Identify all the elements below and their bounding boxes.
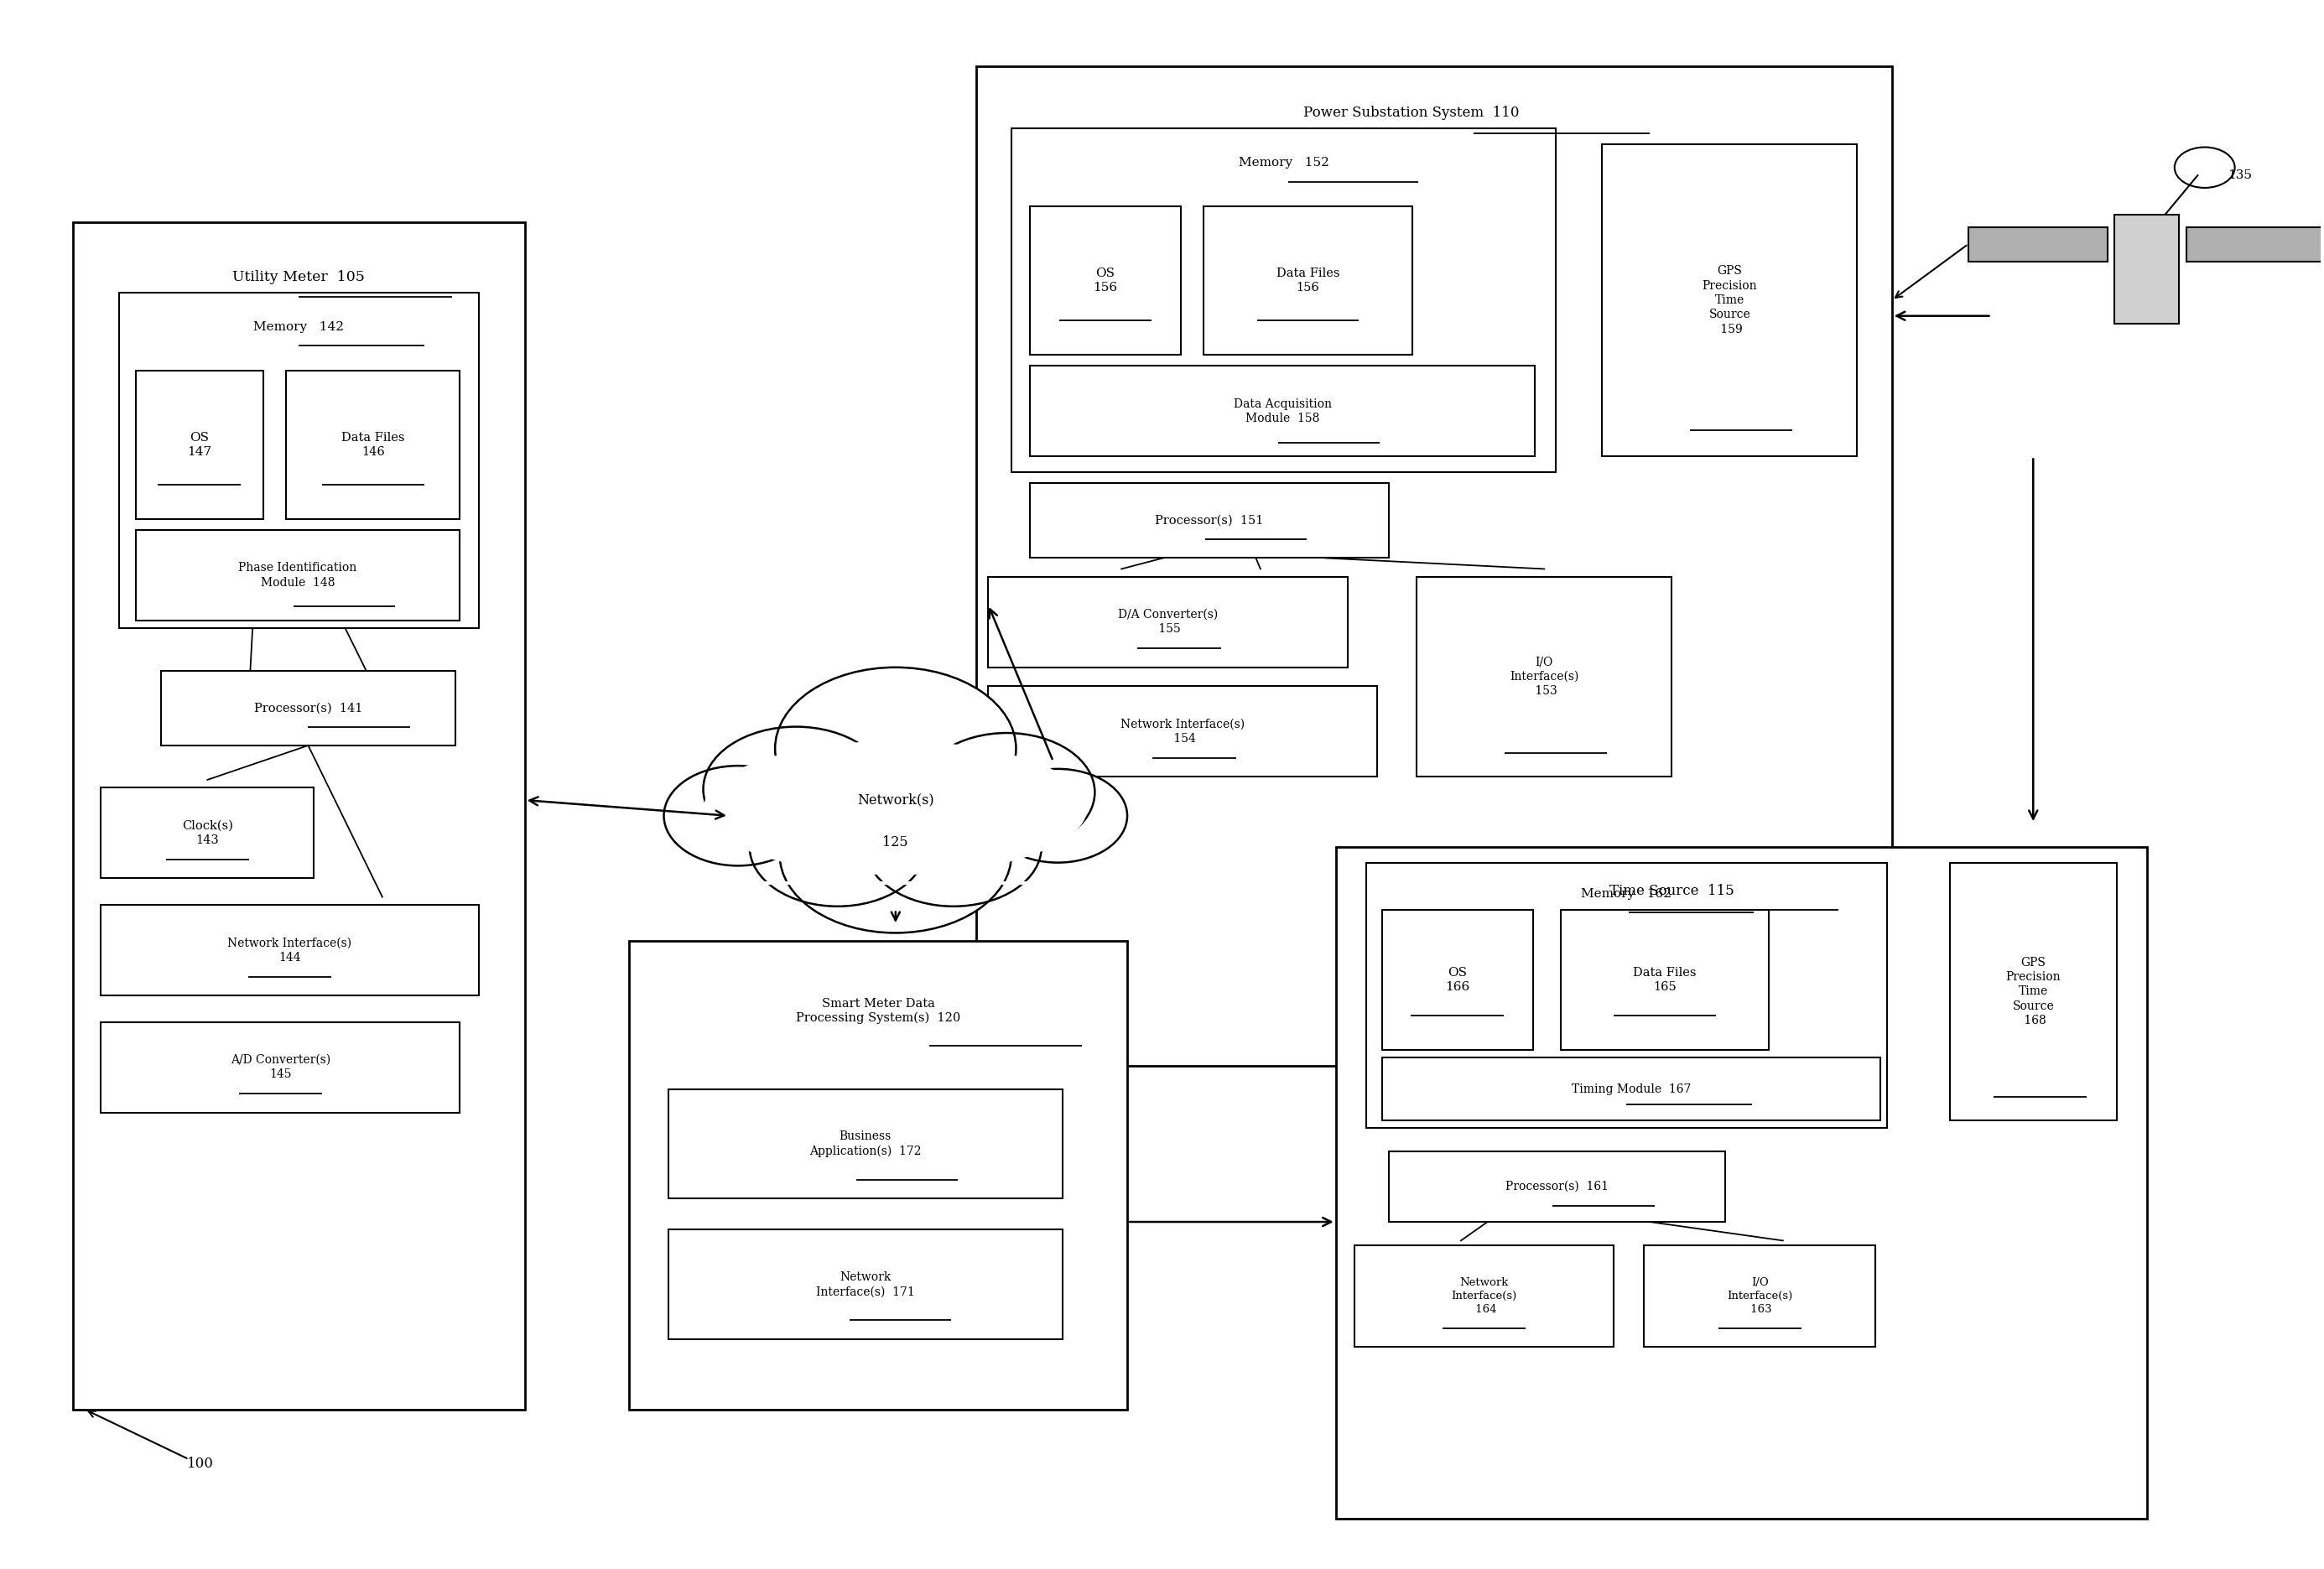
Bar — [1418, 577, 1671, 777]
Bar — [2115, 215, 2180, 323]
Text: OS
156: OS 156 — [1092, 268, 1118, 293]
Bar — [1355, 1246, 1613, 1346]
Bar — [1030, 483, 1390, 559]
Bar — [1336, 847, 2147, 1519]
Text: GPS
Precision
Time
Source
 168: GPS Precision Time Source 168 — [2006, 957, 2061, 1026]
Text: Data Acquisition
Module  158: Data Acquisition Module 158 — [1234, 399, 1332, 424]
Text: Power Substation System  110: Power Substation System 110 — [1304, 105, 1520, 119]
Text: I/O
Interface(s)
 153: I/O Interface(s) 153 — [1511, 656, 1578, 697]
Bar — [1383, 910, 1534, 1050]
Circle shape — [665, 766, 811, 866]
Bar — [286, 370, 460, 519]
Bar — [160, 670, 456, 745]
Bar — [1390, 1152, 1724, 1222]
Bar — [630, 941, 1127, 1409]
Text: Processor(s)  161: Processor(s) 161 — [1506, 1181, 1608, 1192]
Text: Network Interface(s)
144: Network Interface(s) 144 — [228, 937, 351, 963]
Circle shape — [779, 777, 1011, 934]
Circle shape — [704, 726, 888, 852]
Text: Business
Application(s)  172: Business Application(s) 172 — [809, 1130, 920, 1156]
Text: I/O
Interface(s)
 163: I/O Interface(s) 163 — [1727, 1277, 1792, 1315]
Bar — [135, 530, 460, 620]
Bar — [669, 1230, 1062, 1338]
Bar — [72, 223, 525, 1409]
Bar — [1383, 1058, 1880, 1120]
Text: Time Source  115: Time Source 115 — [1608, 883, 1734, 897]
Bar — [100, 788, 314, 879]
Bar — [1204, 207, 1413, 355]
Bar — [1030, 366, 1536, 457]
Bar — [1601, 144, 1857, 457]
Bar — [988, 686, 1378, 777]
Text: Memory   142: Memory 142 — [253, 322, 344, 333]
Text: D/A Converter(s)
 155: D/A Converter(s) 155 — [1118, 609, 1218, 635]
Ellipse shape — [704, 742, 1088, 874]
Bar — [1559, 910, 1769, 1050]
Text: Processor(s)  141: Processor(s) 141 — [253, 701, 363, 714]
Circle shape — [776, 667, 1016, 830]
Circle shape — [865, 788, 1041, 907]
Bar — [976, 66, 1892, 1065]
Text: OS
166: OS 166 — [1446, 967, 1469, 993]
Bar — [1011, 129, 1555, 472]
Text: 125: 125 — [883, 835, 909, 849]
Text: Smart Meter Data
Processing System(s)  120: Smart Meter Data Processing System(s) 12… — [795, 998, 960, 1025]
Text: Network
Interface(s)
 164: Network Interface(s) 164 — [1450, 1277, 1518, 1315]
Text: 100: 100 — [186, 1458, 214, 1472]
Text: Memory   152: Memory 152 — [1239, 157, 1329, 169]
Text: Data Files
146: Data Files 146 — [342, 431, 404, 458]
Bar — [100, 1021, 460, 1112]
Text: OS
147: OS 147 — [186, 431, 211, 458]
Circle shape — [751, 788, 925, 907]
Text: Data Files
156: Data Files 156 — [1276, 268, 1339, 293]
Bar — [1968, 228, 2108, 260]
Circle shape — [918, 733, 1095, 852]
Text: Utility Meter  105: Utility Meter 105 — [232, 270, 365, 284]
Bar — [100, 905, 479, 995]
Text: Clock(s)
143: Clock(s) 143 — [181, 819, 232, 846]
Text: Phase Identification
Module  148: Phase Identification Module 148 — [239, 562, 358, 588]
Bar — [1367, 863, 1887, 1128]
Text: 135: 135 — [2229, 169, 2252, 180]
Bar — [1643, 1246, 1875, 1346]
Text: Network
Interface(s)  171: Network Interface(s) 171 — [816, 1271, 916, 1298]
Circle shape — [988, 769, 1127, 863]
Text: Processor(s)  151: Processor(s) 151 — [1155, 515, 1264, 526]
Bar — [1950, 863, 2117, 1120]
Text: Data Files
165: Data Files 165 — [1634, 967, 1697, 993]
Text: GPS
Precision
Time
Source
 159: GPS Precision Time Source 159 — [1701, 265, 1757, 336]
Text: Timing Module  167: Timing Module 167 — [1571, 1083, 1692, 1095]
Bar — [135, 370, 263, 519]
Text: Network(s): Network(s) — [858, 792, 934, 806]
Bar — [1030, 207, 1181, 355]
Bar — [669, 1089, 1062, 1199]
Bar — [2187, 228, 2324, 260]
Text: Memory   162: Memory 162 — [1580, 888, 1671, 899]
Bar — [988, 577, 1348, 667]
Bar — [119, 292, 479, 628]
Text: Network Interface(s)
 154: Network Interface(s) 154 — [1120, 719, 1246, 745]
Text: A/D Converter(s)
145: A/D Converter(s) 145 — [230, 1054, 330, 1081]
